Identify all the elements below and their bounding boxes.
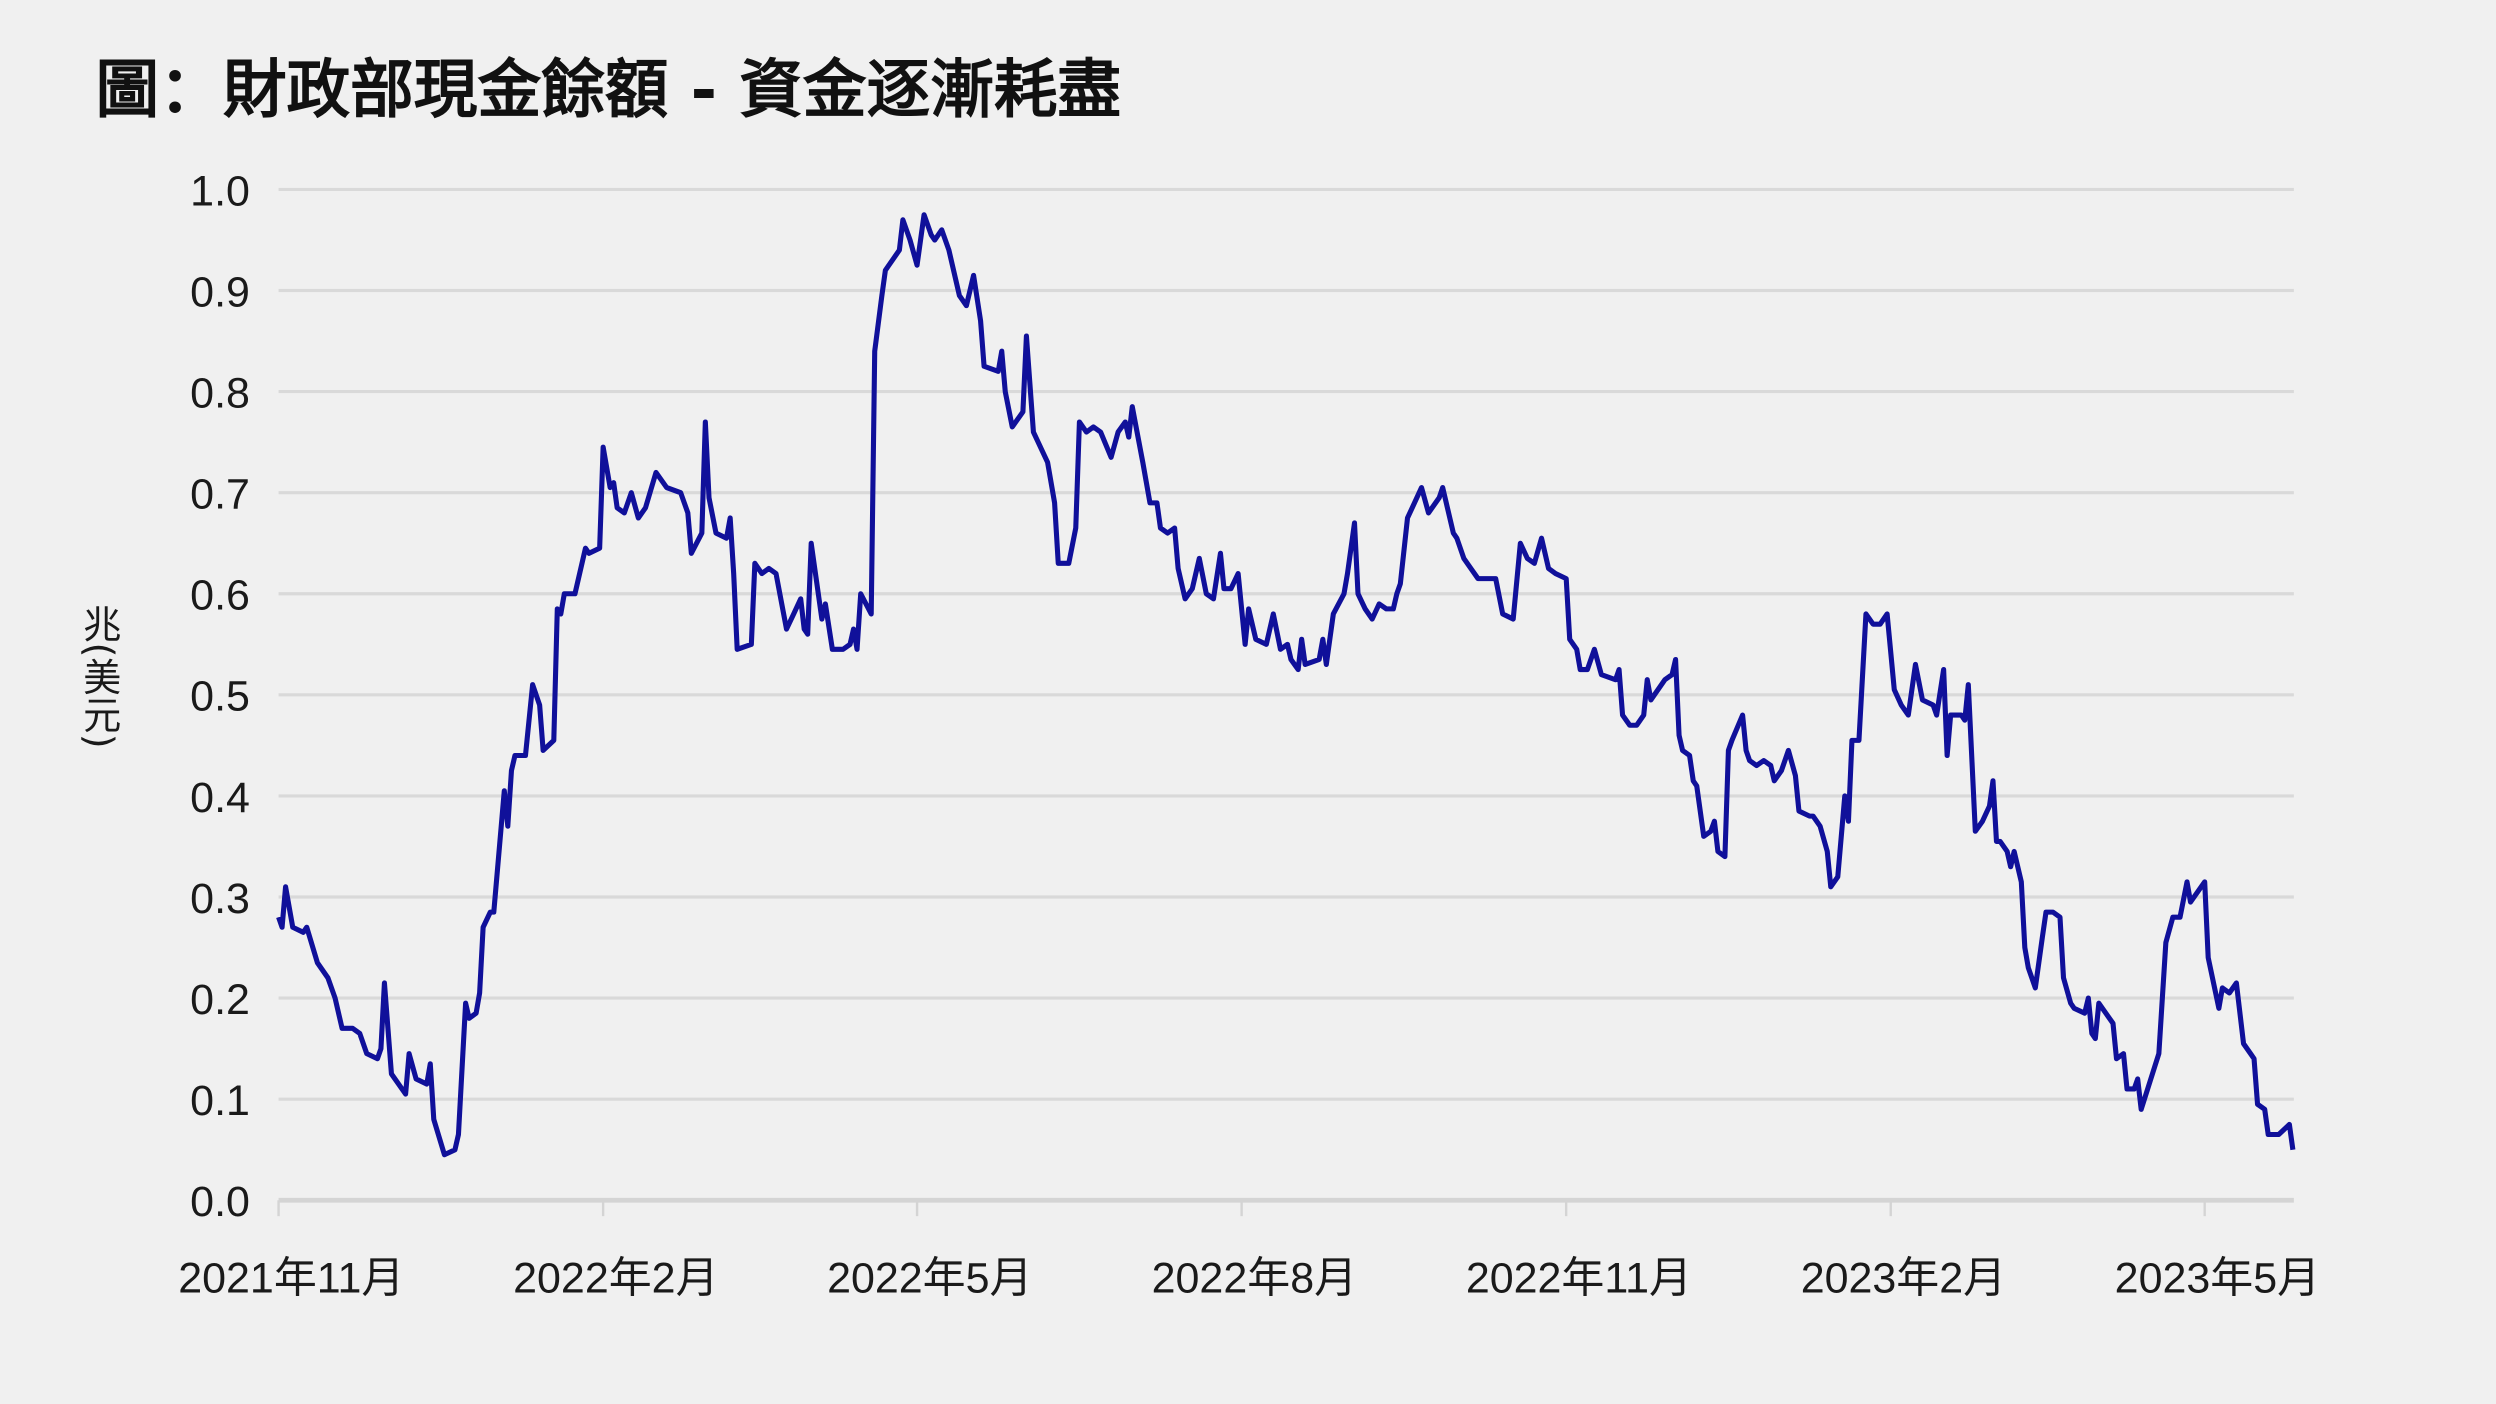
- x-tick-label: 2021年11月: [178, 1255, 404, 1303]
- x-tick-label: 2023年2月: [1801, 1255, 2006, 1303]
- x-axis: 2021年11月 2022年2月 2022年5月 2022年8月 2022年11月 202…: [178, 1200, 2320, 1303]
- y-axis-label: 兆(美元): [77, 604, 121, 748]
- x-tick-label: 2022年2月: [513, 1255, 718, 1303]
- y-tick-label: 0.2: [190, 976, 250, 1024]
- y-tick-label: 0.6: [190, 572, 250, 620]
- x-tick-label: 2023年5月: [2115, 1255, 2320, 1303]
- y-tick-label: 1.0: [190, 167, 250, 215]
- y-tick-label: 0.0: [190, 1178, 250, 1226]
- y-tick-label: 0.5: [190, 673, 250, 721]
- gridlines: [278, 187, 2294, 1203]
- y-tick-label: 0.8: [190, 370, 250, 418]
- x-tick-label: 2022年8月: [1152, 1255, 1357, 1303]
- chart-title: 圖：財政部現金餘額 - 資金逐漸耗盡: [96, 53, 1122, 127]
- y-tick-label: 0.4: [190, 774, 250, 822]
- series-line: [276, 212, 2296, 1158]
- y-tick-label: 0.3: [190, 875, 250, 923]
- y-tick-label: 0.9: [190, 268, 250, 316]
- x-tick-label: 2022年11月: [1466, 1255, 1692, 1303]
- y-tick-label: 0.7: [190, 471, 250, 519]
- y-tick-label: 0.1: [190, 1077, 250, 1125]
- x-tick-label: 2022年5月: [827, 1255, 1032, 1303]
- y-tick-labels: 0.0 0.1 0.2 0.3 0.4 0.5 0.6 0.7 0.8 0.9 1.0: [190, 167, 250, 1226]
